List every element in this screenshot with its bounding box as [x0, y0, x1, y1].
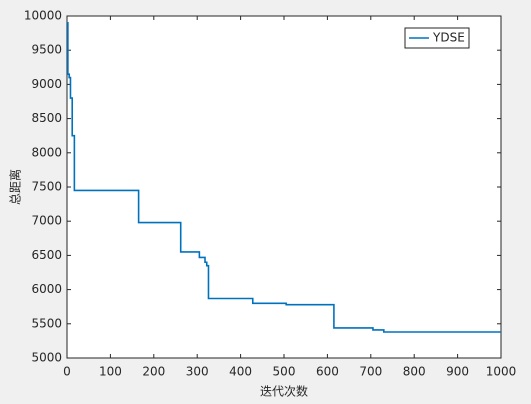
- y-tick-label: 8500: [31, 111, 62, 125]
- x-tick-label: 1000: [486, 365, 517, 379]
- y-axis-label: 总距离: [8, 169, 23, 205]
- x-tick-label: 700: [359, 365, 382, 379]
- x-tick-label: 200: [142, 365, 165, 379]
- x-axis-label: 迭代次数: [260, 384, 308, 399]
- y-tick-label: 8000: [31, 145, 62, 159]
- y-tick-label: 6500: [31, 248, 62, 262]
- line: [67, 22, 501, 333]
- x-tick-label: 300: [186, 365, 209, 379]
- y-tick-label: 7500: [31, 180, 62, 194]
- y-tick-label: 10000: [24, 9, 62, 23]
- x-tick-label: 800: [403, 365, 426, 379]
- y-tick-label: 6000: [31, 282, 62, 296]
- y-tick-label: 5000: [31, 351, 62, 365]
- y-tick-label: 9500: [31, 43, 62, 57]
- legend-label: YDSE: [432, 31, 465, 45]
- y-tick-label: 5500: [31, 316, 62, 330]
- x-tick-label: 0: [63, 365, 71, 379]
- x-tick-label: 400: [229, 365, 252, 379]
- x-tick-label: 100: [99, 365, 122, 379]
- legend-box: [404, 27, 470, 49]
- y-tick-label: 7000: [31, 214, 62, 228]
- x-tick-label: 600: [316, 365, 339, 379]
- axes-background: [67, 16, 501, 358]
- y-tick-label: 9000: [31, 77, 62, 91]
- x-tick-label: 900: [446, 365, 469, 379]
- axes-box: [66, 15, 502, 359]
- x-tick-label: 500: [273, 365, 296, 379]
